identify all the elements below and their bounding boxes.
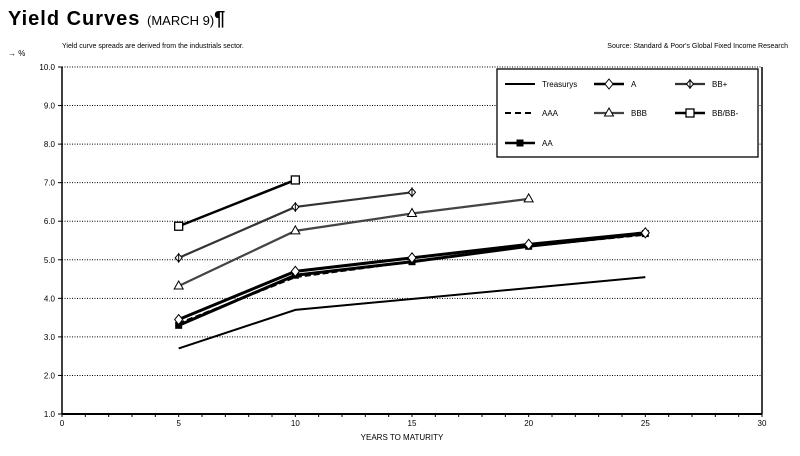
marker-open-triangle-icon xyxy=(523,192,535,203)
chart-subtitle: Yield curve spreads are derived from the… xyxy=(62,43,244,50)
y-tick-label: 1.0 xyxy=(44,410,56,419)
marker-open-triangle-icon xyxy=(406,207,418,218)
legend-label: AAA xyxy=(542,109,559,118)
marker-diamond-cross-icon xyxy=(291,201,300,212)
pilcrow-icon: ¶ xyxy=(214,8,227,30)
marker-diamond-cross-icon xyxy=(174,252,183,263)
y-tick-label: 8.0 xyxy=(44,140,56,149)
legend-label: A xyxy=(631,80,637,89)
x-tick-label: 5 xyxy=(176,419,181,428)
marker-open-triangle-icon xyxy=(289,224,301,235)
y-tick-label: 4.0 xyxy=(44,294,56,303)
legend-marker-open-square-icon xyxy=(685,108,695,118)
arrow-icon: → xyxy=(8,49,16,58)
marker-open-diamond-icon xyxy=(174,313,184,326)
y-tick-label: 7.0 xyxy=(44,179,56,188)
legend-box xyxy=(496,68,759,158)
marker-open-diamond-icon xyxy=(640,226,650,239)
marker-open-diamond-icon xyxy=(524,238,534,251)
series-line-bb-bb- xyxy=(178,178,296,228)
series-line-aa xyxy=(178,232,646,327)
legend-label: Treasurys xyxy=(542,80,577,89)
series-line-treasurys xyxy=(178,276,646,350)
legend-marker-open-diamond-icon xyxy=(604,78,614,90)
x-axis-title: YEARS TO MATURITY xyxy=(361,433,444,442)
chart-source: Source: Standard & Poor's Global Fixed I… xyxy=(607,43,788,50)
series-line-bbb xyxy=(178,197,529,287)
marker-open-diamond-icon xyxy=(407,252,417,264)
title-date: (MARCH 9) xyxy=(146,13,215,28)
marker-diamond-cross-icon xyxy=(407,187,417,198)
chart-title: Yield Curves (MARCH 9)¶ xyxy=(8,8,226,31)
legend-label: AA xyxy=(542,139,553,148)
series-line-a xyxy=(178,231,646,321)
x-tick-label: 25 xyxy=(641,419,650,428)
legend-marker-open-triangle-icon xyxy=(603,106,615,117)
legend-marker-filled-square-icon xyxy=(516,139,524,147)
x-tick-label: 10 xyxy=(291,419,300,428)
y-tick-label: 3.0 xyxy=(44,333,56,342)
marker-open-triangle-icon xyxy=(173,279,185,290)
y-tick-label: 10.0 xyxy=(39,63,55,72)
y-tick-label: 2.0 xyxy=(44,371,56,380)
x-tick-label: 30 xyxy=(758,419,767,428)
x-tick-label: 20 xyxy=(524,419,533,428)
legend-label: BB+ xyxy=(712,80,728,89)
legend-label: BB/BB- xyxy=(712,109,739,118)
y-tick-label: 9.0 xyxy=(44,102,56,111)
y-tick-label: 5.0 xyxy=(44,256,56,265)
y-tick-label: 6.0 xyxy=(44,217,56,226)
x-tick-label: 0 xyxy=(60,419,65,428)
marker-open-square-icon xyxy=(290,175,300,185)
marker-open-diamond-icon xyxy=(290,265,300,278)
legend-marker-diamond-cross-icon xyxy=(685,79,695,89)
y-unit-label: → % xyxy=(8,49,26,58)
marker-open-square-icon xyxy=(174,221,184,231)
x-tick-label: 15 xyxy=(408,419,417,428)
title-text: Yield Curves xyxy=(8,8,141,30)
legend-label: BBB xyxy=(631,109,647,118)
series-line-aaa xyxy=(178,233,646,325)
